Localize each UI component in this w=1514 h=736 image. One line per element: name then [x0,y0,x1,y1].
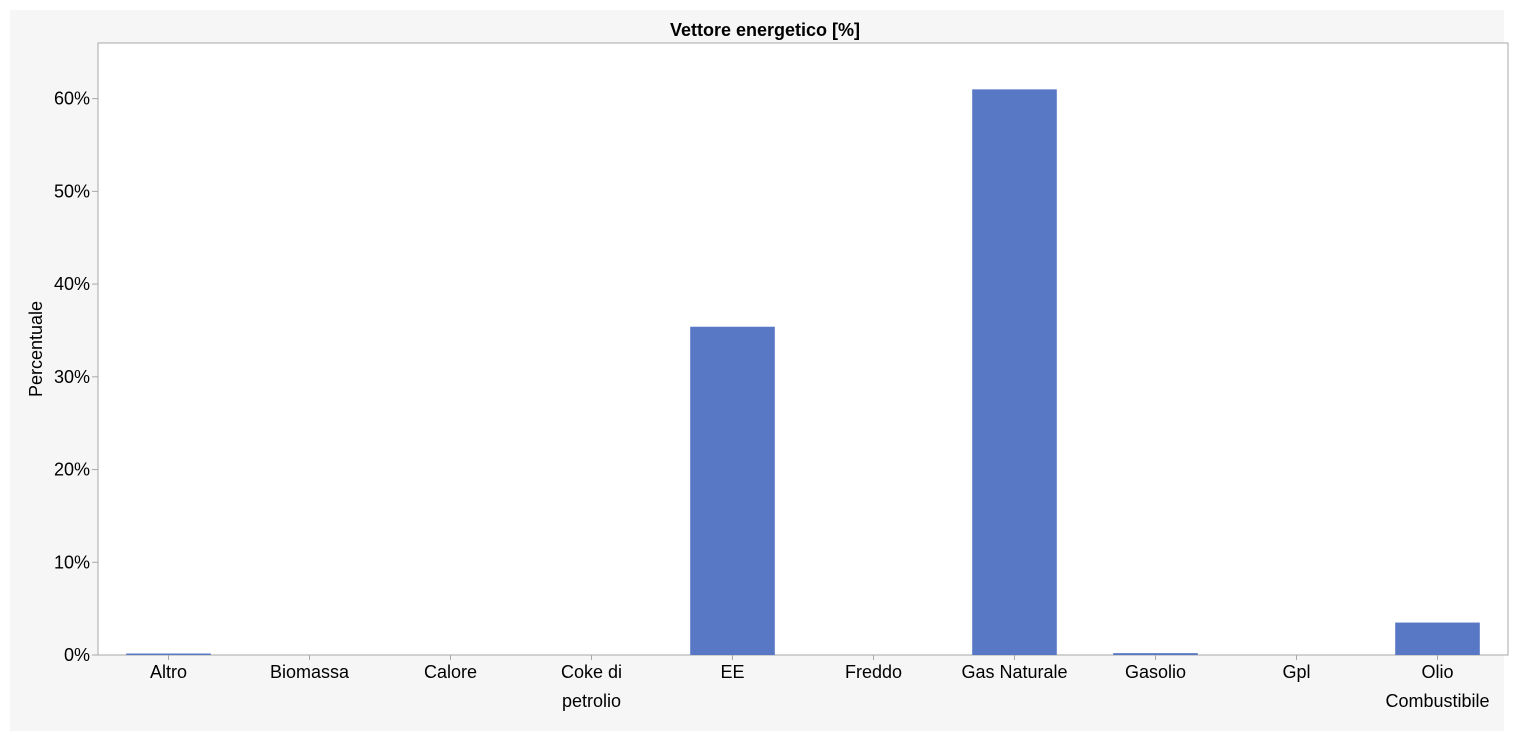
y-tick-label: 20% [54,460,90,480]
x-tick-label: Gas Naturale [961,662,1067,682]
x-tick-label: Freddo [845,662,902,682]
bar [1395,622,1480,655]
bar [972,89,1057,655]
y-tick-label: 30% [54,367,90,387]
x-axis: Altro Biomassa Calore Coke di petrolio EE Fred… [150,655,1490,711]
chart-title: Vettore energetico [%] [670,20,860,40]
x-tick-label: Coke di petrolio [561,662,622,711]
y-tick-label: 10% [54,552,90,572]
bar [690,326,775,655]
x-tick-label: Biomassa [270,662,350,682]
x-tick-label: EE [720,662,744,682]
x-tick-label: Olio Combustibile [1385,662,1489,711]
bars-layer [126,89,1480,655]
y-tick-label: 0% [64,645,90,665]
y-tick-label: 60% [54,89,90,109]
x-tick-label: Altro [150,662,187,682]
x-tick-label: Calore [424,662,477,682]
y-tick-label: 40% [54,274,90,294]
y-tick-label: 50% [54,181,90,201]
plot-area [97,42,1509,656]
y-axis: 0% 10% 20% 30% 40% 50% 60% [54,89,98,665]
x-tick-label: Gpl [1282,662,1310,682]
y-axis-title: Percentuale [26,301,46,397]
x-tick-label: Gasolio [1125,662,1186,682]
bar [126,653,211,655]
bar [1113,653,1198,655]
